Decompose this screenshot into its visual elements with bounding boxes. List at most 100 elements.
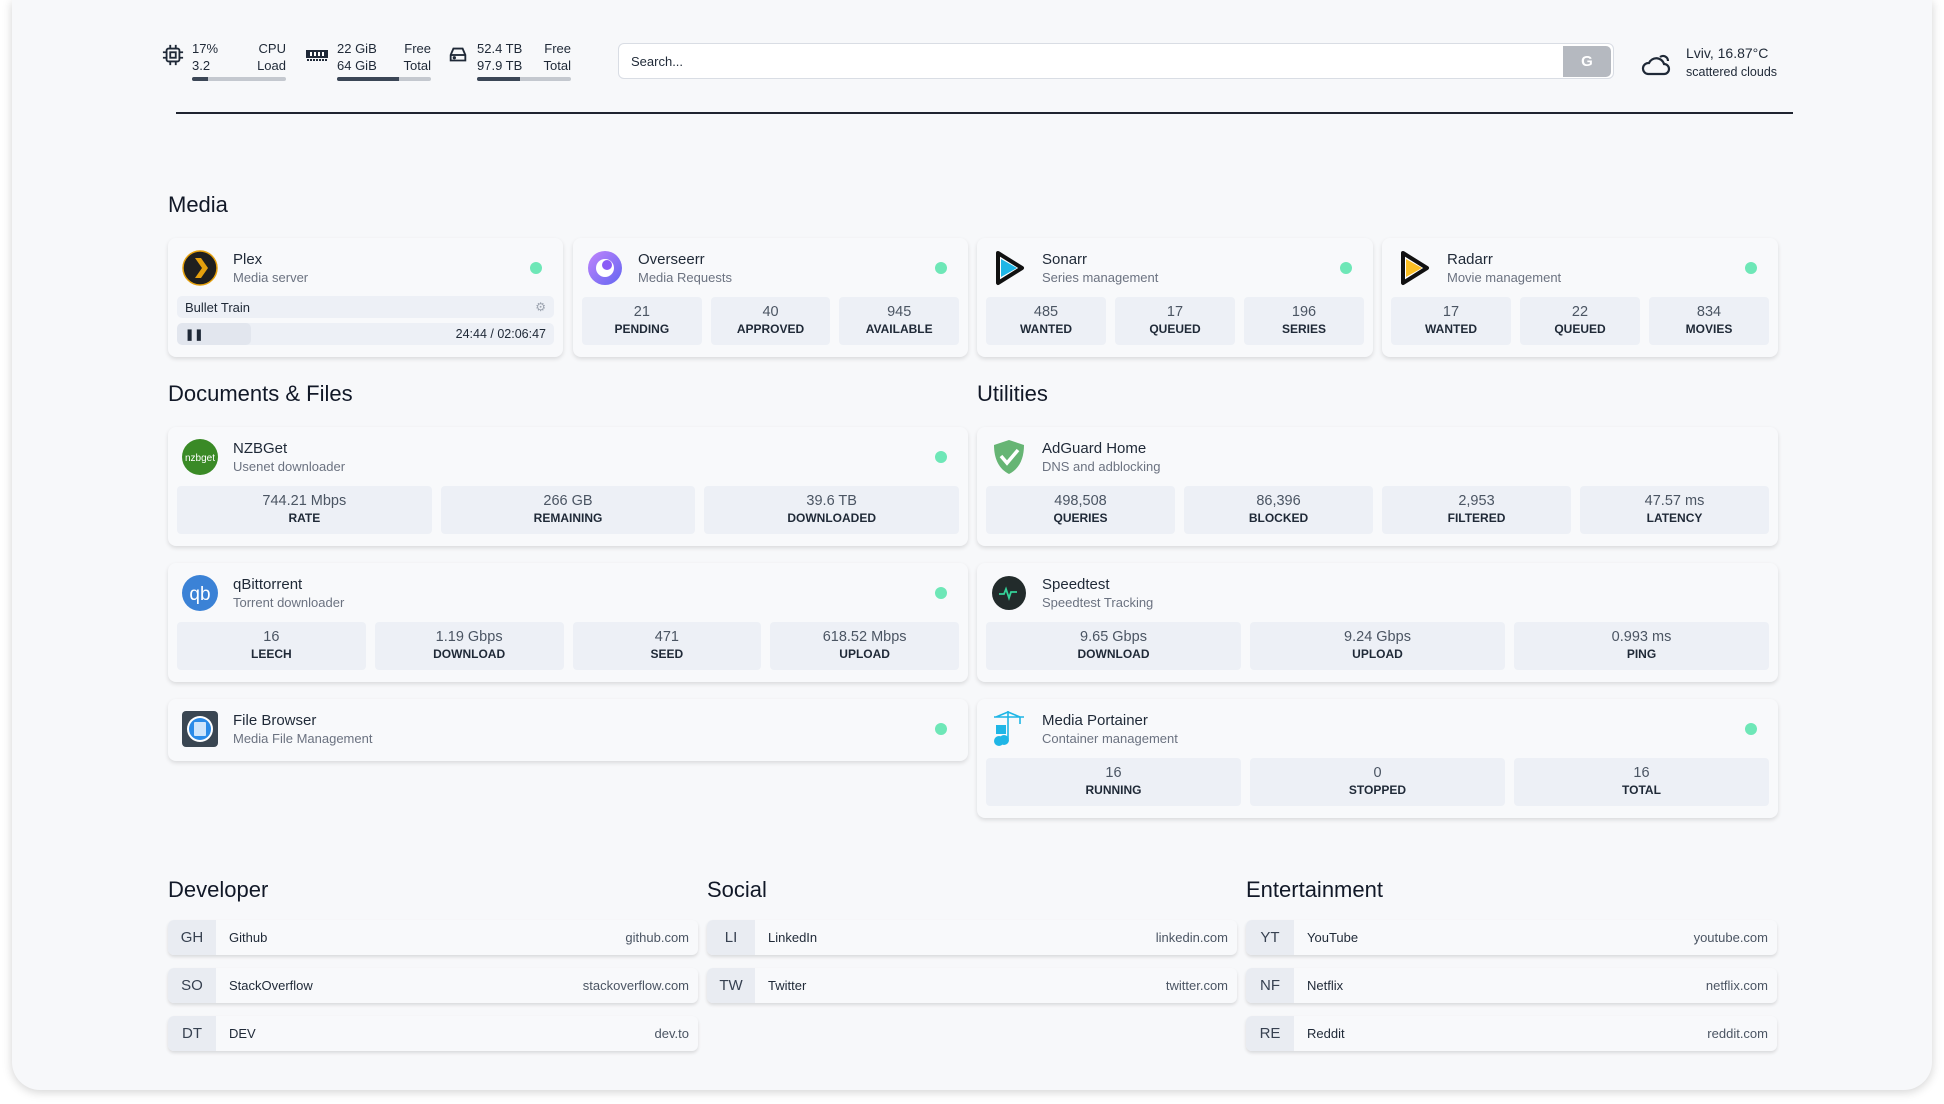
now-playing-title: Bullet Train — [185, 299, 251, 315]
header-divider — [176, 112, 1793, 114]
disk-free: 52.4 TB — [477, 41, 523, 56]
total-label: Total — [403, 58, 431, 73]
stat-block: 40 Approved — [710, 297, 831, 345]
stat-block: 21 Pending — [582, 297, 702, 345]
service-subtitle: Movie management — [1447, 269, 1562, 285]
service-subtitle: Usenet downloader — [233, 458, 346, 474]
memory-free: 22 GiB — [337, 41, 377, 56]
bookmark-url: github.com — [625, 930, 689, 945]
stat-label: Queued — [1149, 322, 1201, 336]
stat-label: Pending — [614, 322, 670, 336]
search-input[interactable] — [619, 53, 1563, 69]
qbittorrent-icon: qb — [182, 575, 218, 611]
transcode-icon: ⚙ — [535, 300, 546, 314]
stat-label: Movies — [1685, 322, 1733, 336]
service-card-portainer[interactable]: Media Portainer Container management 16 Ru… — [977, 699, 1778, 818]
section-title-entertainment: Entertainment — [1246, 877, 1383, 902]
cpu-load: 3.2 — [192, 58, 211, 73]
stat-value: 1.19 Gbps — [435, 629, 503, 645]
service-title: Plex — [233, 250, 263, 268]
bookmark-twitter[interactable]: TW Twitter twitter.com — [707, 968, 1237, 1003]
service-card-file-browser[interactable]: File Browser Media File Management — [168, 699, 968, 761]
service-card-overseerr[interactable]: Overseerr Media Requests 21 Pending 40 Appr… — [573, 238, 968, 357]
stat-block: 744.21 Mbps Rate — [177, 486, 432, 534]
section-title-documents: Documents & Files — [168, 381, 353, 406]
stat-label: Approved — [736, 322, 805, 336]
cpu-usage: 17% — [192, 41, 219, 56]
service-card-adguard[interactable]: AdGuard Home DNS and adblocking 498,508 Qu… — [977, 427, 1778, 546]
bookmark-youtube[interactable]: YT YouTube youtube.com — [1246, 920, 1777, 955]
stat-value: 17 — [1166, 304, 1184, 320]
stat-block: 0 Stopped — [1250, 758, 1505, 806]
bookmark-abbr: TW — [707, 968, 755, 1003]
stat-label: Blocked — [1248, 511, 1309, 525]
cloud-moon-icon — [1641, 54, 1671, 76]
stat-label: Leech — [251, 647, 292, 661]
playback-time: 24:44 / 02:06:47 — [455, 327, 546, 341]
memory-bar — [337, 77, 431, 81]
pause-icon[interactable]: ❚❚ — [185, 328, 204, 341]
stat-value: 16 — [263, 629, 280, 645]
bookmark-netflix[interactable]: NF Netflix netflix.com — [1246, 968, 1777, 1003]
stat-block: 39.6 TB Downloaded — [704, 486, 960, 534]
stats-row: 16 Running 0 Stopped 16 Total — [986, 758, 1769, 806]
status-indicator — [935, 587, 947, 599]
stat-label: Rate — [288, 511, 321, 525]
stat-block: 16 Total — [1514, 758, 1769, 806]
stat-block: 498,508 Queries — [986, 486, 1175, 534]
stat-label: Ping — [1626, 647, 1657, 661]
bookmark-reddit[interactable]: RE Reddit reddit.com — [1246, 1016, 1777, 1051]
stat-label: Available — [865, 322, 933, 336]
stat-value: 16 — [1633, 765, 1650, 781]
stat-label: Upload — [839, 647, 890, 661]
bookmark-name: LinkedIn — [768, 930, 818, 945]
bookmark-stackoverflow[interactable]: SO StackOverflow stackoverflow.com — [168, 968, 698, 1003]
stat-label: Wanted — [1425, 322, 1477, 336]
service-title: File Browser — [233, 711, 317, 729]
service-subtitle: Container management — [1042, 730, 1178, 746]
stat-block: 2,953 Filtered — [1382, 486, 1571, 534]
progress-fill — [177, 323, 251, 345]
stat-block: 834 Movies — [1649, 297, 1769, 345]
service-card-radarr[interactable]: Radarr Movie management 17 Wanted 22 Queued… — [1382, 238, 1778, 357]
service-card-sonarr[interactable]: Sonarr Series management 485 Wanted 17 Queu… — [977, 238, 1373, 357]
stat-value: 2,953 — [1458, 493, 1495, 509]
now-playing: Bullet Train ⚙ — [177, 296, 554, 318]
stat-value: 834 — [1696, 304, 1722, 320]
memory-icon — [306, 50, 328, 61]
section-title-social: Social — [707, 877, 767, 902]
service-card-speedtest[interactable]: Speedtest Speedtest Tracking 9.65 Gbps Dow… — [977, 563, 1778, 682]
google-search-button[interactable]: G — [1563, 45, 1611, 77]
memory-widget: 22 GiB Free 64 GiB Total — [305, 40, 431, 81]
status-indicator — [1745, 262, 1757, 274]
disk-total: 97.9 TB — [477, 58, 523, 73]
bookmark-url: dev.to — [654, 1026, 689, 1041]
service-card-plex[interactable]: Plex Media server Bullet Train ⚙ ❚❚ 24:44 /… — [168, 238, 563, 357]
cpu-widget: 17% CPU 3.2 Load — [162, 40, 286, 81]
bookmark-github[interactable]: GH Github github.com — [168, 920, 698, 955]
stat-value: 17 — [1442, 304, 1460, 320]
stat-value: 39.6 TB — [806, 493, 857, 509]
bookmark-linkedin[interactable]: LI LinkedIn linkedin.com — [707, 920, 1237, 955]
stat-value: 471 — [654, 629, 679, 645]
free-label: Free — [404, 41, 431, 56]
stat-value: 40 — [762, 304, 779, 320]
overseerr-icon — [588, 251, 622, 285]
bookmark-abbr: NF — [1246, 968, 1294, 1003]
stat-label: Downloaded — [787, 511, 877, 525]
service-card-qbittorrent[interactable]: qb qBittorrent Torrent downloader 16 Leech… — [168, 563, 968, 682]
stat-value: 9.65 Gbps — [1080, 629, 1147, 645]
stat-block: 17 Wanted — [1391, 297, 1511, 345]
dashboard-window: 17% CPU 3.2 Load 22 GiB Free 64 GiB Total 52… — [12, 0, 1932, 1090]
stats-row: 9.65 Gbps Download 9.24 Gbps Upload 0.993 … — [986, 622, 1769, 670]
cpu-label: CPU — [258, 41, 286, 56]
load-label: Load — [257, 58, 286, 73]
service-card-nzbget[interactable]: nzbget NZBGet Usenet downloader 744.21 Mb… — [168, 427, 968, 546]
stat-block: 945 Available — [839, 297, 960, 345]
stat-value: 945 — [887, 304, 912, 320]
bookmark-name: Twitter — [768, 978, 807, 993]
bookmark-abbr: SO — [168, 968, 216, 1003]
stat-block: 266 GB Remaining — [440, 486, 696, 534]
bookmark-dev[interactable]: DT DEV dev.to — [168, 1016, 698, 1051]
stat-value: 618.52 Mbps — [822, 629, 907, 645]
